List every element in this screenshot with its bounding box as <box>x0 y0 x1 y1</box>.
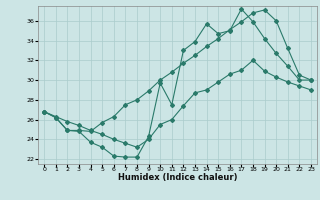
X-axis label: Humidex (Indice chaleur): Humidex (Indice chaleur) <box>118 173 237 182</box>
